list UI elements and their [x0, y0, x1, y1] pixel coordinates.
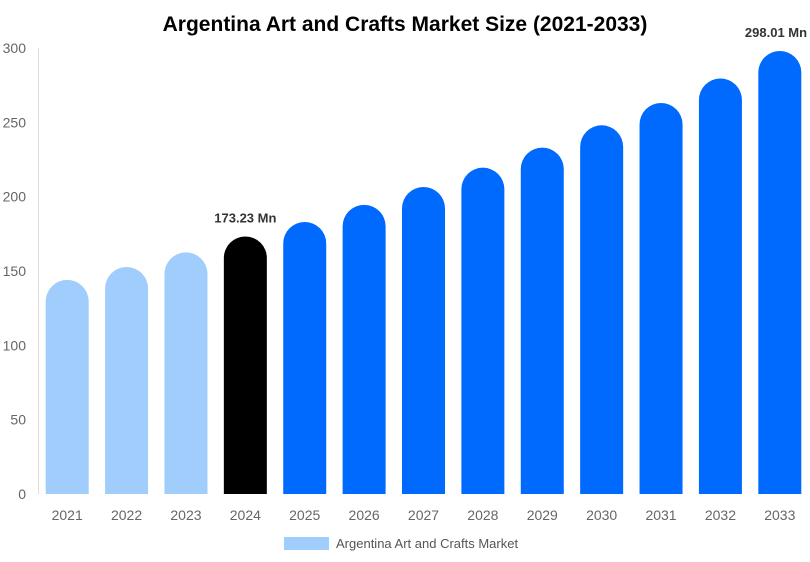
y-tick-label: 100 — [3, 337, 27, 353]
y-tick-label: 50 — [10, 412, 26, 428]
chart-title: Argentina Art and Crafts Market Size (20… — [163, 13, 648, 36]
data-label-2024: 173.23 Mn — [214, 210, 276, 225]
bar-2032[interactable] — [698, 78, 742, 494]
x-tick-label: 2028 — [467, 507, 498, 523]
bar-2033[interactable] — [758, 51, 802, 495]
bar-2022[interactable] — [105, 266, 149, 494]
bar-2028[interactable] — [461, 167, 505, 494]
x-tick-label: 2027 — [408, 507, 439, 523]
bar-2030[interactable] — [580, 125, 624, 494]
x-tick-label: 2024 — [230, 507, 261, 523]
bar-2026[interactable] — [342, 204, 386, 495]
bar-2023[interactable] — [164, 252, 208, 494]
x-tick-label: 2031 — [645, 507, 676, 523]
bar-2031[interactable] — [639, 103, 683, 495]
x-tick-label: 2021 — [52, 507, 83, 523]
x-tick-label: 2033 — [764, 507, 795, 523]
x-tick-label: 2023 — [170, 507, 201, 523]
bar-2027[interactable] — [402, 187, 445, 494]
x-tick-label: 2025 — [289, 507, 320, 523]
bar-2025[interactable] — [283, 221, 327, 494]
data-label-2033: 298.01 Mn — [745, 25, 807, 40]
x-tick-label: 2029 — [527, 507, 558, 523]
y-tick-label: 250 — [3, 114, 27, 130]
legend[interactable]: Argentina Art and Crafts Market — [284, 536, 518, 551]
x-tick-label: 2022 — [111, 507, 142, 523]
y-tick-label: 200 — [3, 189, 27, 205]
y-tick-label: 300 — [3, 40, 27, 56]
bar-2029[interactable] — [520, 147, 564, 494]
bar-2024[interactable] — [223, 236, 267, 494]
legend-swatch — [284, 537, 329, 550]
x-tick-label: 2026 — [349, 507, 380, 523]
y-tick-label: 0 — [18, 486, 26, 502]
x-tick-label: 2030 — [586, 507, 617, 523]
legend-label: Argentina Art and Crafts Market — [336, 536, 518, 551]
bar-2021[interactable] — [45, 279, 89, 494]
y-tick-label: 150 — [3, 263, 27, 279]
x-tick-label: 2032 — [705, 507, 736, 523]
